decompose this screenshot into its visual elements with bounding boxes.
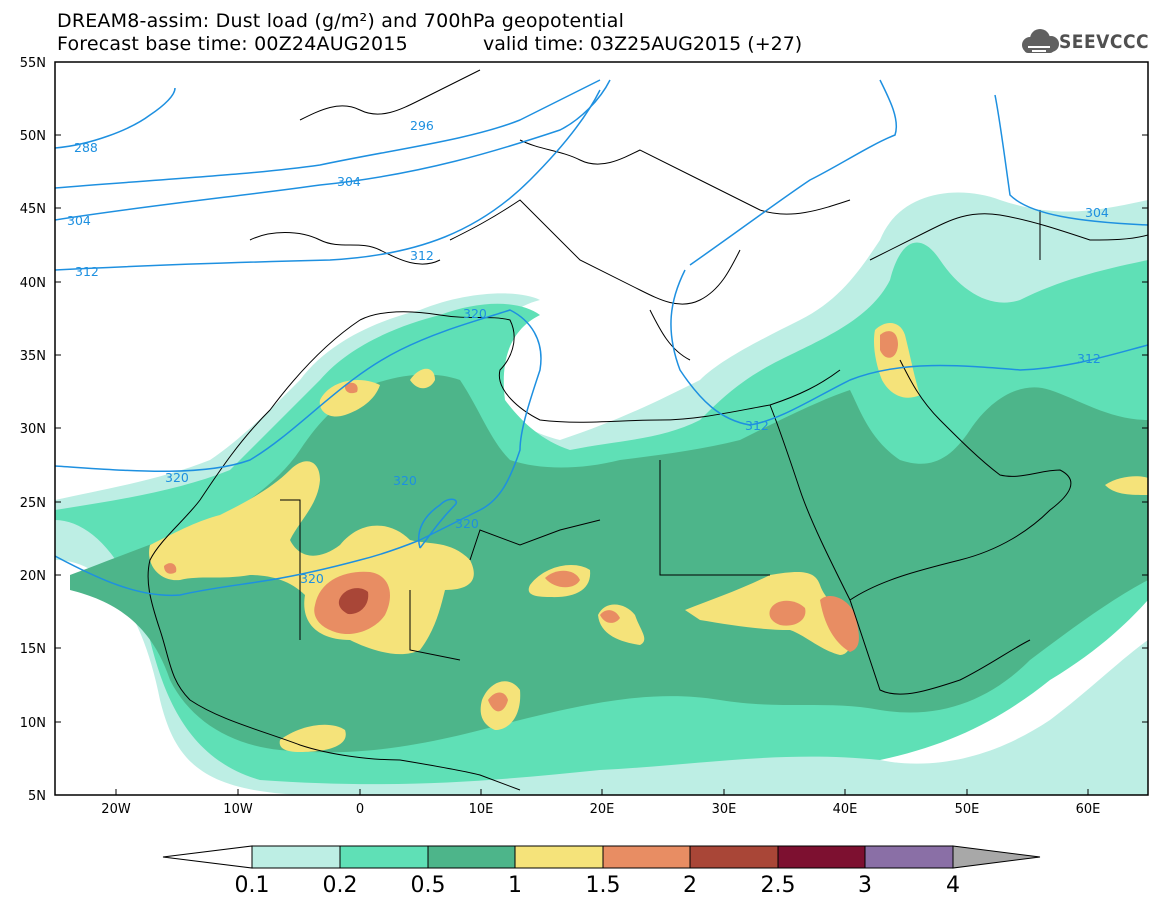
contour-labels: 288 296 304 304 304 312 312 312 312 320 … xyxy=(67,118,1109,586)
contour-label: 312 xyxy=(1077,351,1101,366)
map-title: DREAM8-assim: Dust load (g/m²) and 700hP… xyxy=(57,10,625,32)
lon-label: 10W xyxy=(223,802,253,817)
coastlines xyxy=(147,69,1148,791)
lon-label: 30E xyxy=(712,802,737,817)
colorbar-tick: 1.5 xyxy=(586,873,621,898)
contour-label: 304 xyxy=(337,174,361,189)
colorbar-above-arrow xyxy=(952,845,1041,869)
contour-label: 320 xyxy=(165,470,189,485)
colorbar-swatch xyxy=(251,845,341,869)
colorbar-tick: 0.1 xyxy=(235,873,270,898)
colorbar-swatch xyxy=(339,845,429,869)
lon-label: 20W xyxy=(101,802,131,817)
contour-label: 304 xyxy=(1085,205,1109,220)
colorbar xyxy=(162,845,1041,869)
lat-label: 55N xyxy=(20,56,46,71)
lon-labels: 20W 10W 0 10E 20E 30E 40E 50E 60E xyxy=(101,802,1100,817)
contour-label: 320 xyxy=(463,306,487,321)
colorbar-swatch xyxy=(427,845,516,869)
contour-label: 320 xyxy=(455,516,479,531)
colorbar-tick: 0.5 xyxy=(411,873,446,898)
lon-label: 50E xyxy=(955,802,980,817)
dust-field xyxy=(55,192,1148,795)
colorbar-tick: 4 xyxy=(946,873,960,898)
contour-label: 312 xyxy=(745,418,769,433)
contour-label: 304 xyxy=(67,213,91,228)
lat-label: 25N xyxy=(20,496,46,511)
colorbar-tick: 2.5 xyxy=(761,873,796,898)
lat-label: 10N xyxy=(20,716,46,731)
lat-label: 35N xyxy=(20,349,46,364)
contour-label: 312 xyxy=(75,264,99,279)
geopotential-contours xyxy=(55,79,1148,597)
logo-text: SEEVCCC xyxy=(1059,31,1150,53)
colorbar-labels: 0.1 0.2 0.5 1 1.5 2 2.5 3 4 xyxy=(235,873,961,898)
cloud-icon xyxy=(1022,29,1059,53)
contour-label: 320 xyxy=(300,571,324,586)
contour-label: 312 xyxy=(410,248,434,263)
colorbar-swatch xyxy=(514,845,604,869)
lon-label: 20E xyxy=(590,802,615,817)
colorbar-below-arrow xyxy=(162,845,253,869)
colorbar-swatch xyxy=(689,845,779,869)
lat-label: 15N xyxy=(20,642,46,657)
colorbar-tick: 0.2 xyxy=(323,873,358,898)
colorbar-swatch xyxy=(602,845,691,869)
lon-ticks xyxy=(115,789,1089,795)
colorbar-tick: 2 xyxy=(683,873,697,898)
colorbar-tick: 3 xyxy=(858,873,872,898)
lat-ticks xyxy=(55,61,1148,723)
lat-labels: 55N 50N 45N 40N 35N 30N 25N 20N 15N 10N … xyxy=(20,56,46,804)
valid-time: valid time: 03Z25AUG2015 (+27) xyxy=(483,33,803,55)
contour-label: 296 xyxy=(410,118,434,133)
lat-label: 40N xyxy=(20,276,46,291)
colorbar-swatch xyxy=(864,845,954,869)
lat-label: 30N xyxy=(20,422,46,437)
contour-label: 288 xyxy=(74,140,98,155)
lat-label: 50N xyxy=(20,129,46,144)
forecast-base-time: Forecast base time: 00Z24AUG2015 xyxy=(57,33,408,55)
lon-label: 0 xyxy=(356,802,364,817)
colorbar-tick: 1 xyxy=(508,873,522,898)
colorbar-swatch xyxy=(777,845,866,869)
lat-label: 45N xyxy=(20,202,46,217)
contour-label: 320 xyxy=(393,473,417,488)
lat-label: 20N xyxy=(20,569,46,584)
lon-label: 10E xyxy=(469,802,494,817)
lon-label: 60E xyxy=(1076,802,1101,817)
lat-label: 5N xyxy=(28,789,46,804)
lon-label: 40E xyxy=(833,802,858,817)
